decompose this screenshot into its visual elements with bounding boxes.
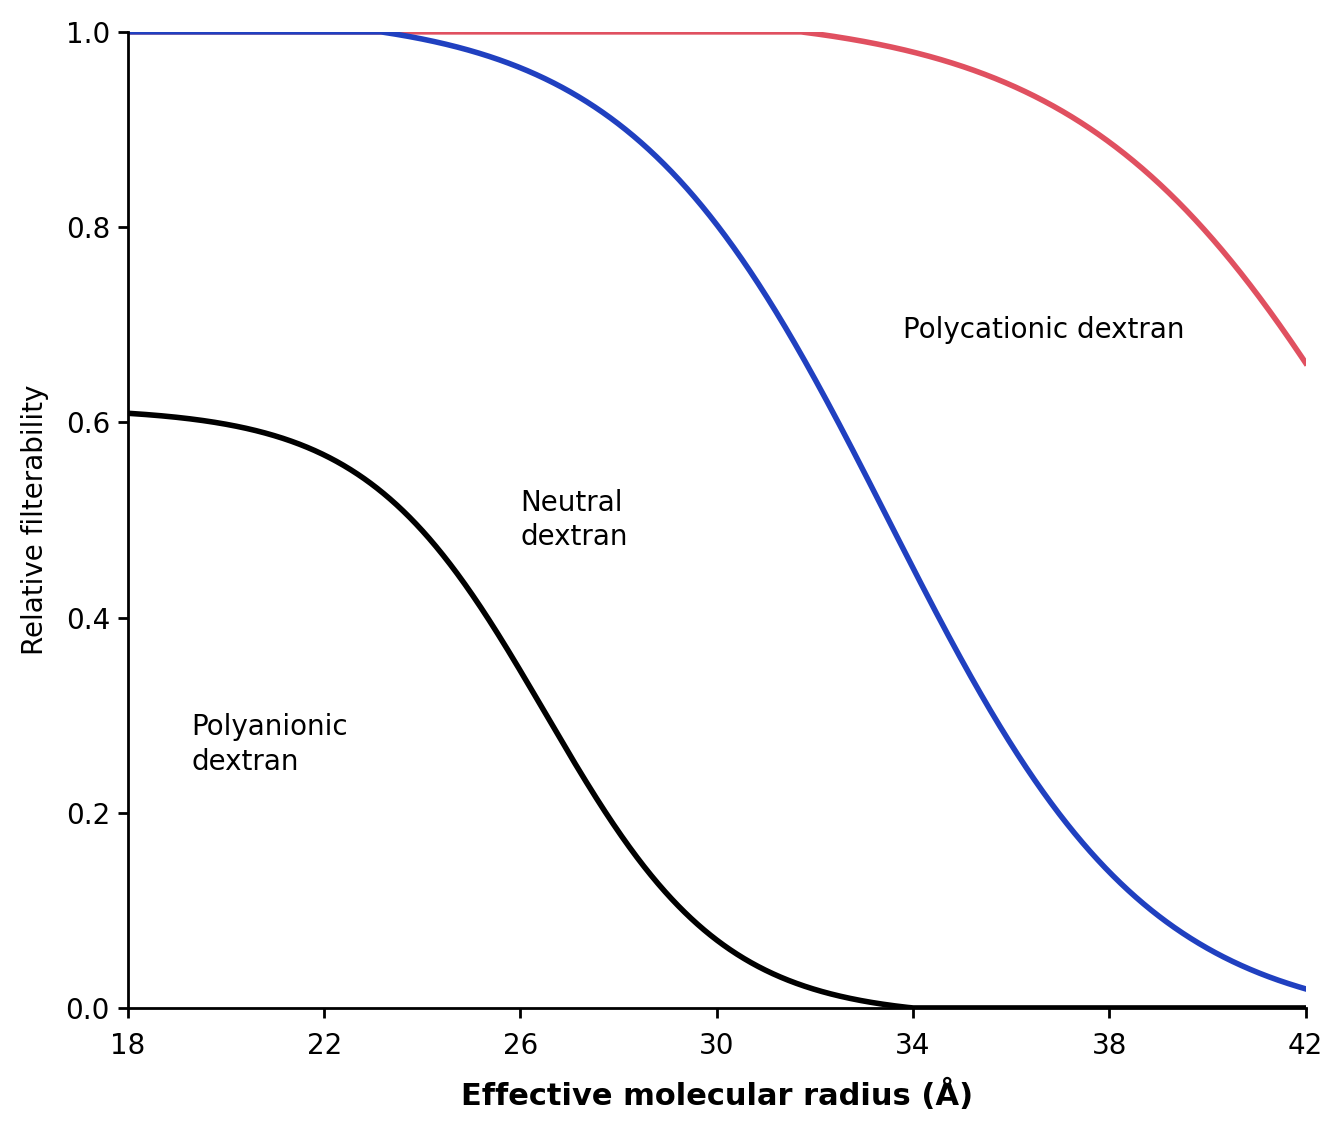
Text: Neutral
dextran: Neutral dextran bbox=[520, 489, 628, 551]
X-axis label: Effective molecular radius (Å): Effective molecular radius (Å) bbox=[461, 1079, 973, 1112]
Y-axis label: Relative filterability: Relative filterability bbox=[22, 385, 48, 655]
Text: Polyanionic
dextran: Polyanionic dextran bbox=[192, 713, 348, 775]
Text: Polycationic dextran: Polycationic dextran bbox=[903, 316, 1184, 343]
